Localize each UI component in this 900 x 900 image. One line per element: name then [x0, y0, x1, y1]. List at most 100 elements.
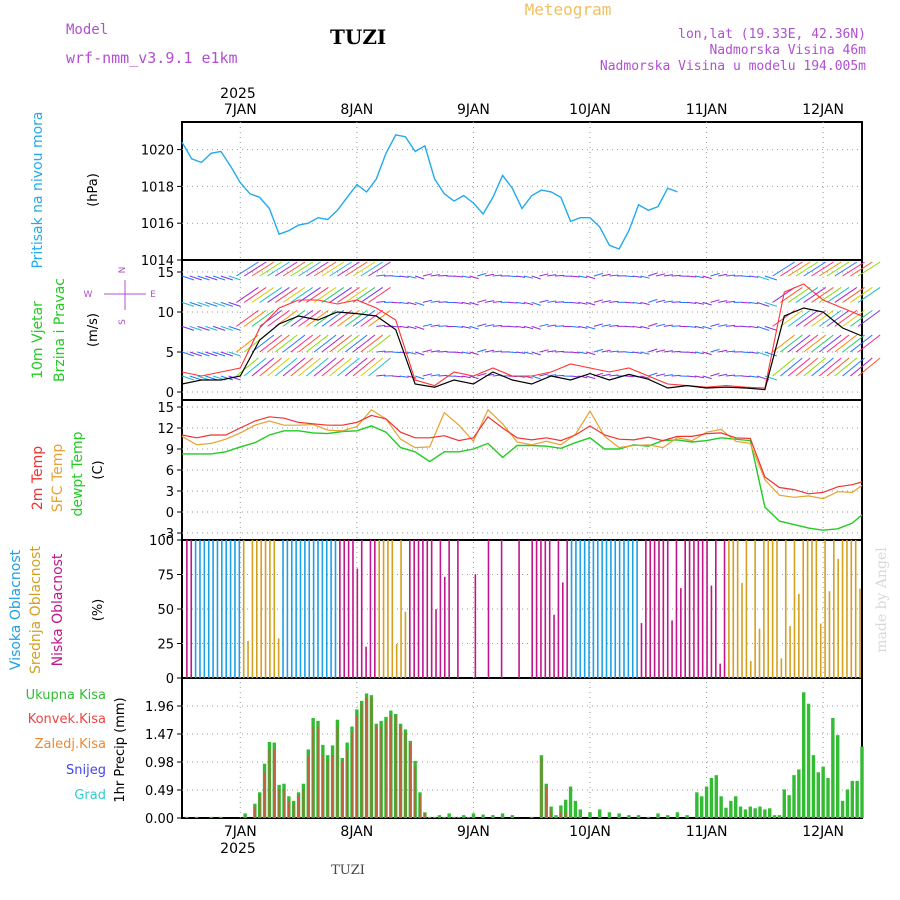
precip-conv-bar [399, 726, 402, 818]
wind-barb [274, 357, 298, 377]
wind-barb [189, 301, 202, 307]
wind-barb [539, 373, 549, 377]
precip-conv-bar [370, 698, 373, 818]
wind-barb [197, 275, 210, 281]
wind-barb [702, 301, 712, 306]
year-top: 2025 [220, 86, 256, 102]
wind-barb [764, 275, 778, 281]
wind-barb [181, 375, 195, 381]
wind-barb [850, 261, 873, 277]
wind-barb [842, 286, 865, 303]
wind-barb [609, 374, 619, 377]
wind-barb [702, 351, 712, 356]
precip-conv-bar [254, 806, 256, 818]
wind-barb [329, 286, 352, 303]
wind-barb [764, 301, 778, 307]
wind-barb [741, 275, 751, 278]
wind-barb [228, 301, 241, 307]
wind-barb [834, 309, 858, 327]
y-tick-label: 0 [166, 506, 174, 521]
wind-barb [857, 309, 881, 327]
wind-barb [718, 324, 728, 327]
wind-barb [687, 351, 697, 354]
precip-conv-bar [346, 749, 348, 818]
wind-barb [687, 325, 697, 328]
model-label: Model [66, 22, 108, 38]
wind-barb [718, 349, 728, 353]
wind-barb [306, 334, 329, 353]
precip-total-bar [564, 799, 568, 818]
wind-barb [321, 309, 345, 327]
precip-total-bar [219, 816, 223, 818]
wind-barb [523, 301, 534, 306]
wind-barb [811, 309, 834, 327]
wind-barb [640, 375, 650, 379]
precip-total-bar [627, 815, 631, 818]
legend-conv: Konvek.Kisa [28, 712, 106, 727]
wind-barb [251, 357, 275, 377]
wind-barb [492, 300, 502, 303]
wind-barb [360, 334, 384, 353]
precip-conv-bar [297, 795, 300, 818]
wind-barb [694, 275, 705, 279]
wind-barb [274, 286, 298, 303]
wind-barb [764, 325, 778, 331]
wind-barb [834, 357, 858, 377]
wind-barb [663, 324, 673, 327]
wind-barb [189, 325, 202, 331]
precip-conv-bar [419, 795, 421, 818]
wind-barb [282, 286, 306, 303]
wind-barb [484, 300, 495, 303]
wind-barb [313, 261, 337, 277]
wind-barb [531, 325, 541, 330]
dewpt-line [182, 425, 863, 531]
wind-barb [725, 274, 736, 277]
wind-barb [274, 261, 298, 277]
precip-total-bar [792, 775, 796, 818]
wind-barb [834, 261, 858, 277]
wind-barb [803, 286, 826, 303]
wind-barb [469, 325, 479, 330]
wind-barb [422, 349, 433, 353]
wind-barb [197, 351, 210, 357]
precip-total-bar [806, 703, 811, 818]
wind-barb [850, 309, 873, 327]
wind-barb [725, 350, 736, 353]
wind-barb [251, 334, 275, 353]
wind-barb [205, 351, 218, 357]
wind-barb [554, 374, 565, 377]
wind-barb [756, 275, 770, 281]
precip-total-bar [428, 816, 432, 818]
precip-total-bar [816, 772, 820, 818]
precip-total-bar [821, 766, 825, 818]
precip-total-bar [695, 792, 699, 818]
wind-barb [189, 375, 202, 381]
precip-total-bar [447, 813, 451, 818]
wind-barb [259, 334, 283, 353]
wind-barb [601, 273, 611, 277]
wind-barb [585, 351, 596, 356]
precip-total-bar [729, 800, 733, 818]
wind-barb [749, 351, 759, 354]
wind-barb [554, 274, 565, 277]
time-label-bottom: 10JAN [569, 824, 611, 840]
y-tick-label: 25 [157, 638, 174, 653]
precip-conv-bar [326, 760, 329, 818]
wind-barb [578, 301, 588, 305]
wind-barb [399, 301, 409, 305]
wind-barb [702, 325, 712, 330]
wind-barb [407, 301, 417, 306]
wind-barb [399, 375, 409, 378]
wind-barb [438, 350, 448, 353]
wind-barb [469, 351, 479, 356]
temp2m-line [181, 414, 863, 495]
wind-barb [461, 375, 471, 379]
wind-barb [749, 325, 759, 329]
precip-conv-bar [380, 726, 382, 818]
wind-barb [236, 309, 259, 327]
precip-total-bar [194, 816, 199, 818]
wind-barb [593, 348, 604, 353]
wind-barb [477, 348, 487, 353]
wind-barb [407, 275, 417, 279]
precip-total-bar [185, 816, 189, 818]
